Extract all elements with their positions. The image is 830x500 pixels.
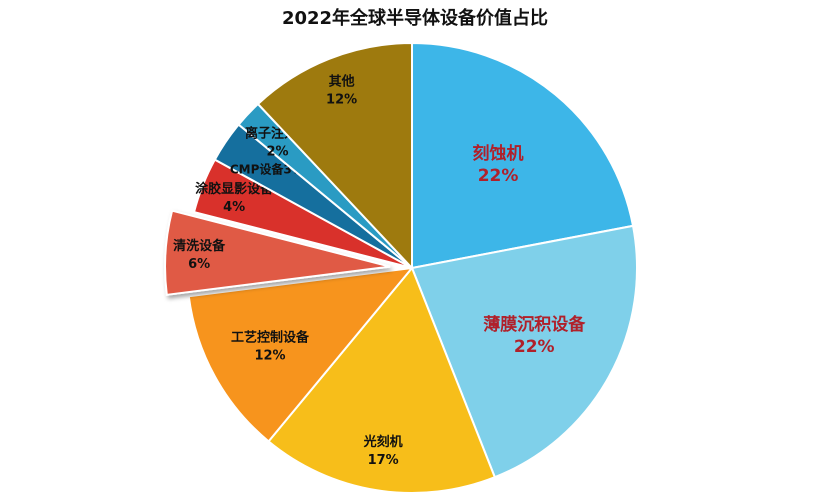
slice-value-label: 12% xyxy=(254,349,285,364)
slice-label: 清洗设备 6% xyxy=(173,238,226,272)
pie-slice xyxy=(410,224,638,479)
slice-category-label: 工艺控制设备 xyxy=(231,330,310,346)
slice-label: 其他 12% xyxy=(326,74,357,108)
slice-value-label: 17% xyxy=(368,453,399,468)
chart-title: 2022年全球半导体设备价值占比 xyxy=(281,8,549,29)
pie-slice xyxy=(411,41,635,270)
pie-slice xyxy=(164,209,391,296)
pie-slice xyxy=(256,41,413,271)
slice-category-label: 薄膜沉积设备 xyxy=(483,314,586,335)
slice-label-text: CMP设备3% xyxy=(230,161,304,176)
slice-value-label: 22% xyxy=(478,166,519,186)
slice-category-label: 涂胶显影设备 xyxy=(195,181,274,197)
slice-label: CMP设备3% xyxy=(230,161,304,176)
pie-slice xyxy=(187,266,415,443)
slice-label: 涂胶显影设备 4% xyxy=(195,181,274,215)
slice-category-label: 其他 xyxy=(329,74,355,90)
slice-value-label: 2% xyxy=(266,144,288,159)
slice-category-label: 刻蚀机 xyxy=(473,143,524,164)
slice-value-label: 4% xyxy=(223,200,245,215)
slice-category-label: 光刻机 xyxy=(363,434,403,450)
slice-value-label: 22% xyxy=(514,337,555,357)
pie-slice xyxy=(267,266,497,494)
slice-value-label: 6% xyxy=(188,257,210,272)
slice-value-label: 12% xyxy=(326,93,357,108)
slice-label: 光刻机 17% xyxy=(363,434,403,468)
slice-category-label: 清洗设备 xyxy=(173,238,226,254)
slice-label: 工艺控制设备 12% xyxy=(231,330,310,364)
